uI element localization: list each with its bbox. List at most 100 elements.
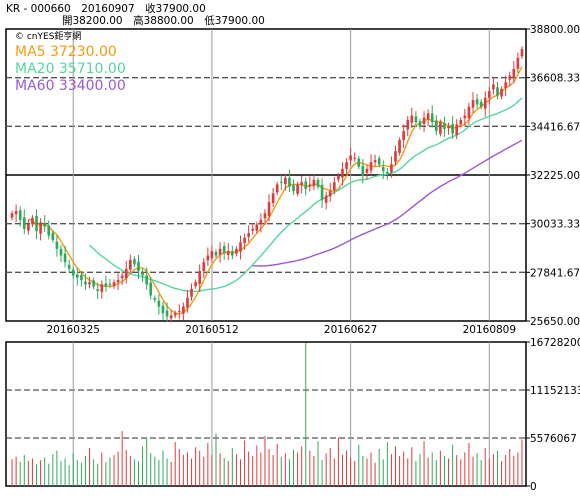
candle-body [402,131,405,141]
candle-body [443,123,446,129]
volume-panel [5,341,527,487]
candle-body [210,251,214,259]
candle-body [116,279,120,283]
candle-body [88,282,91,285]
candle-body [500,88,503,97]
candle-body [267,202,271,216]
candle-body [112,282,116,287]
candle-body [194,282,197,287]
candle-body [31,217,34,225]
candle-body [173,313,177,316]
candle-body [284,177,287,184]
legend-entry: MA5 37230.00 [15,44,117,60]
candle-body [165,310,169,317]
candle-body [182,306,185,314]
candle-body [455,124,459,136]
candle-body [479,101,483,107]
candle-body [71,269,75,276]
candle-body [18,210,22,220]
candle-body [353,157,357,159]
candle-body [324,195,328,203]
header-line1: KR - 000660 20160907 收37900.00 [6,2,206,15]
candle-body [202,262,206,272]
candle-body [198,271,202,284]
candle-body [496,87,499,96]
volume-tick-label: 11152133 [530,385,580,397]
candle-body [304,181,308,189]
candle-body [177,311,181,313]
candle-body [377,158,381,165]
candle-body [120,275,124,279]
candle-body [406,120,410,130]
price-tick-label: 25650.00 [530,316,580,328]
candle-body [381,167,385,172]
candle-body [96,289,100,292]
price-tick-label: 38800.00 [530,24,580,36]
candle-body [332,182,336,191]
candle-body [161,305,165,314]
candle-body [22,217,26,229]
candle-body [512,68,516,78]
candle-body [222,246,226,254]
candle-body [316,179,320,187]
candle-body [169,315,173,319]
candle-body [337,175,340,180]
candle-body [80,275,83,280]
candle-body [206,255,210,261]
candle-body [492,84,495,90]
date-tick-label: 20160809 [463,324,516,336]
volume-tick-label: 0 [530,481,537,493]
candle-body [137,261,140,272]
legend-entry: MA60 33400.00 [15,78,126,94]
price-tick-label: 34416.67 [530,121,580,133]
candle-body [426,113,430,120]
candle-body [129,259,132,270]
candle-body [365,168,369,173]
candle-body [345,162,348,169]
ma60-line [252,139,523,267]
candle-body [410,115,414,123]
candle-body [430,113,434,123]
candle-body [55,241,59,249]
candle-body [475,99,479,105]
candle-body [67,264,71,269]
candle-body [467,106,471,119]
candle-body [226,251,230,256]
date-x-axis: 20160325 20160512 20160627 20160809 [47,324,517,336]
candle-body [434,120,438,132]
candle-body [104,283,108,287]
candle-body [259,219,263,225]
candle-body [75,274,79,278]
candle-body [39,222,42,234]
candle-body [141,272,144,276]
candle-body [288,177,291,187]
price-tick-label: 30033.33 [530,219,580,231]
header-line2: 開38200.00 高38800.00 低37900.00 [62,14,265,27]
candle-body [487,91,491,98]
candle-body [124,268,128,279]
candle-body [214,251,218,256]
price-tick-label: 36608.33 [530,73,580,85]
candle-body [459,120,463,125]
candle-body [43,223,47,227]
candle-body [508,75,512,80]
candle-body [84,281,87,285]
price-y-axis: 38800.00 36608.33 34416.67 32225.00 30033.33… [526,24,580,328]
candle-body [51,232,55,240]
candle-body [14,211,18,215]
candle-body [186,297,189,308]
candle-body [263,213,267,219]
candle-body [292,184,295,192]
candle-body [108,283,112,285]
candle-body [239,242,242,252]
candle-body [390,164,393,173]
candle-body [255,224,259,231]
candle-body [357,158,361,167]
candle-body [27,224,30,231]
candle-body [320,184,324,200]
candle-body [349,155,352,161]
volume-y-axis: 16728200 11152133 5576067 0 [526,337,580,493]
volume-tick-label: 16728200 [530,337,580,349]
candle-body [279,181,283,183]
price-tick-label: 32225.00 [530,170,580,182]
